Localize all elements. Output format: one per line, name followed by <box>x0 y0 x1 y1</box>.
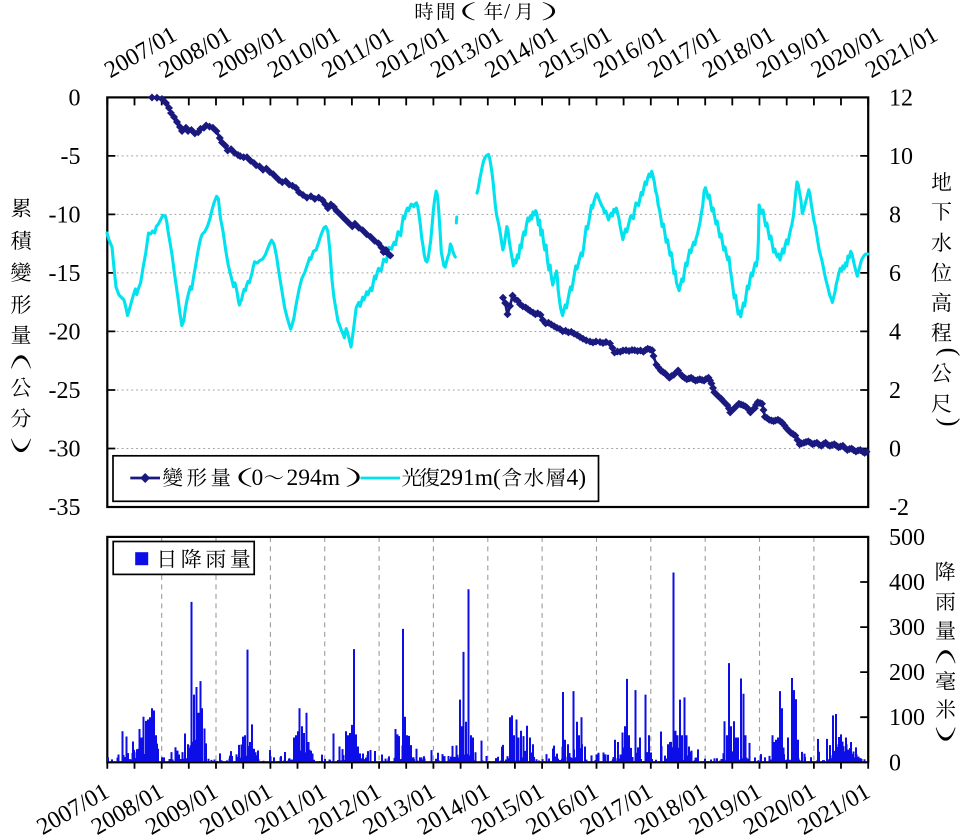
svg-text:-20: -20 <box>49 319 81 345</box>
svg-text:-25: -25 <box>49 378 81 404</box>
svg-text:): ) <box>936 418 965 427</box>
svg-text:100: 100 <box>889 705 925 731</box>
svg-text:2: 2 <box>889 378 901 404</box>
svg-text:4): 4) <box>567 465 587 491</box>
svg-text:-30: -30 <box>49 437 81 463</box>
svg-text:12: 12 <box>889 85 913 111</box>
svg-text:294m: 294m <box>287 465 341 491</box>
svg-text:-2: -2 <box>889 495 909 521</box>
svg-text:4: 4 <box>889 319 901 345</box>
svg-text:0: 0 <box>252 465 264 491</box>
svg-text:10: 10 <box>889 144 913 170</box>
svg-text:-15: -15 <box>49 261 81 287</box>
svg-text:8: 8 <box>889 202 901 228</box>
svg-text:0: 0 <box>69 85 81 111</box>
svg-text:0: 0 <box>889 750 901 776</box>
svg-text:500: 500 <box>889 525 925 551</box>
svg-text:0: 0 <box>889 437 901 463</box>
svg-text:200: 200 <box>889 660 925 686</box>
svg-text:/: / <box>504 0 511 24</box>
svg-text:400: 400 <box>889 570 925 596</box>
svg-text:6: 6 <box>889 261 901 287</box>
svg-text:(: ( <box>936 348 965 357</box>
svg-text:291m(: 291m( <box>440 465 502 491</box>
svg-text:-5: -5 <box>61 144 81 170</box>
svg-text:300: 300 <box>889 615 925 641</box>
svg-text:-10: -10 <box>49 202 81 228</box>
svg-text:-35: -35 <box>49 495 81 521</box>
